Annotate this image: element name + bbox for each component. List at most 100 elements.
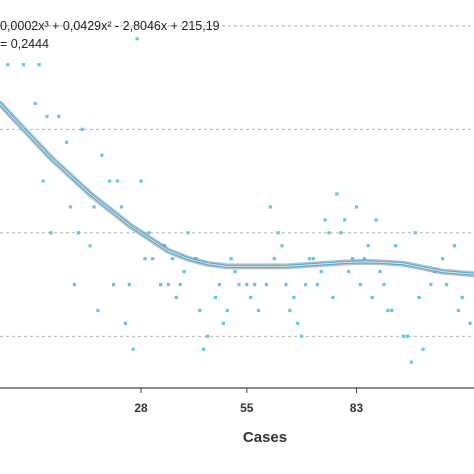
data-point — [80, 127, 84, 131]
x-tick-label: 55 — [240, 401, 254, 415]
data-point — [366, 244, 370, 248]
gridlines — [0, 25, 474, 337]
data-point — [452, 244, 457, 248]
data-point — [311, 257, 315, 261]
data-point — [401, 334, 406, 338]
data-point — [229, 257, 233, 261]
data-point — [460, 295, 464, 300]
data-point — [170, 257, 174, 261]
data-point — [256, 308, 261, 312]
data-point — [217, 282, 221, 287]
data-point — [386, 308, 390, 312]
data-point — [72, 282, 77, 287]
data-point — [41, 179, 45, 183]
x-axis-label: Cases — [243, 429, 287, 446]
data-point — [382, 282, 386, 287]
data-point — [49, 231, 53, 235]
data-point — [272, 257, 276, 261]
data-point — [354, 205, 359, 209]
data-point — [21, 63, 26, 67]
data-point — [374, 218, 378, 222]
data-point — [119, 205, 124, 209]
data-point — [335, 192, 339, 196]
data-point — [88, 244, 92, 248]
data-point — [358, 282, 362, 287]
data-point — [57, 114, 61, 118]
data-point — [300, 334, 304, 338]
data-point — [319, 270, 323, 274]
data-point — [268, 205, 272, 209]
data-point — [68, 205, 73, 209]
data-point — [108, 179, 112, 183]
data-point — [37, 63, 41, 67]
data-point — [96, 308, 100, 312]
data-point — [315, 282, 319, 287]
trendline-equation: 0,0002x³ + 0,0429x² - 2,8046x + 215,19 — [0, 19, 220, 33]
data-point — [174, 295, 178, 300]
data-points — [6, 37, 472, 364]
data-point — [362, 257, 366, 261]
data-point — [390, 308, 394, 312]
data-point — [409, 360, 413, 364]
data-point — [206, 334, 210, 338]
data-point — [225, 308, 229, 312]
x-ticks: 28 55 83 — [134, 388, 363, 415]
data-point — [253, 282, 257, 287]
data-point — [182, 270, 186, 274]
data-point — [288, 308, 292, 312]
data-point — [198, 308, 202, 312]
data-point — [323, 218, 327, 222]
data-point — [135, 37, 139, 41]
data-point — [45, 114, 49, 118]
data-point — [143, 257, 147, 261]
r-squared-label: = 0,2444 — [0, 37, 49, 51]
x-tick-label: 28 — [134, 401, 148, 415]
data-point — [147, 231, 151, 235]
data-point — [331, 295, 335, 300]
data-point — [221, 321, 225, 325]
data-point — [343, 218, 347, 222]
data-point — [202, 347, 206, 351]
data-point — [429, 282, 433, 287]
data-point — [131, 347, 135, 351]
data-point — [296, 321, 300, 325]
data-point — [151, 257, 155, 261]
x-tick-label: 83 — [350, 401, 364, 415]
data-point — [413, 231, 417, 235]
data-point — [468, 321, 472, 325]
data-point — [100, 153, 104, 157]
data-point — [350, 257, 355, 261]
data-point — [233, 270, 237, 274]
data-point — [441, 257, 445, 261]
data-point — [249, 295, 253, 300]
data-point — [166, 282, 171, 287]
data-point — [378, 270, 382, 274]
data-point — [92, 205, 96, 209]
data-point — [421, 347, 425, 351]
data-point — [394, 244, 398, 248]
data-point — [127, 282, 131, 287]
data-point — [159, 282, 163, 287]
data-point — [444, 282, 449, 287]
data-point — [112, 282, 116, 287]
data-point — [178, 282, 182, 287]
data-point — [33, 101, 37, 106]
data-point — [213, 295, 218, 300]
data-point — [237, 282, 241, 287]
data-point — [417, 295, 421, 300]
trendline-group — [0, 100, 474, 278]
data-point — [123, 321, 127, 325]
data-point — [303, 282, 308, 287]
data-point — [456, 308, 460, 312]
data-point — [186, 231, 190, 235]
data-point — [76, 231, 80, 235]
data-point — [276, 231, 280, 235]
data-point — [307, 257, 312, 261]
data-point — [292, 295, 296, 300]
data-point — [6, 63, 10, 67]
data-point — [280, 244, 284, 248]
data-point — [245, 282, 249, 287]
trendline-highlight — [0, 103, 474, 275]
data-point — [64, 140, 69, 144]
